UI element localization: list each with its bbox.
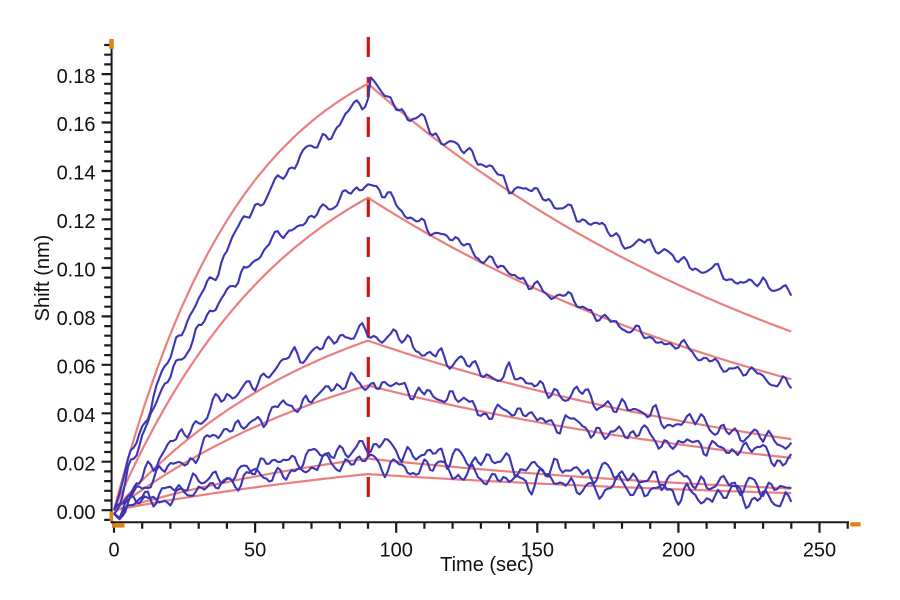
svg-text:200: 200 <box>662 540 695 562</box>
svg-text:Shift (nm): Shift (nm) <box>32 235 54 322</box>
svg-text:0.02: 0.02 <box>57 453 96 475</box>
svg-text:0.16: 0.16 <box>57 114 96 136</box>
svg-text:50: 50 <box>244 540 266 562</box>
svg-text:0.18: 0.18 <box>57 66 96 88</box>
svg-text:0.00: 0.00 <box>57 502 96 524</box>
svg-text:0: 0 <box>108 540 119 562</box>
svg-text:0.10: 0.10 <box>57 260 96 282</box>
svg-text:0.04: 0.04 <box>57 405 96 427</box>
svg-text:0.14: 0.14 <box>57 163 96 185</box>
svg-text:100: 100 <box>380 540 413 562</box>
svg-text:0.06: 0.06 <box>57 357 96 379</box>
svg-text:250: 250 <box>803 540 836 562</box>
svg-text:Time (sec): Time (sec) <box>440 554 534 576</box>
svg-text:0.08: 0.08 <box>57 308 96 330</box>
svg-text:150: 150 <box>521 540 554 562</box>
svg-text:0.12: 0.12 <box>57 211 96 233</box>
